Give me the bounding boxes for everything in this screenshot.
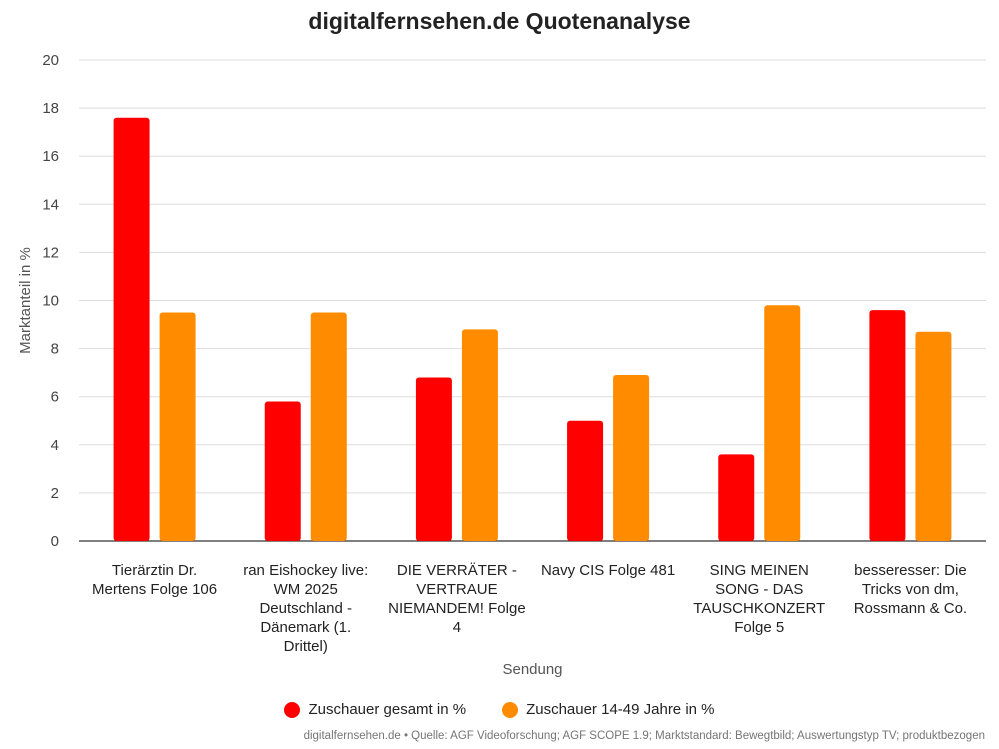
y-tick-label: 0	[51, 533, 59, 550]
x-tick-label: Navy CIS Folge 481	[541, 562, 675, 579]
x-tick-label: Tricks von dm,	[862, 581, 959, 598]
bar-14-49-5	[915, 331, 952, 541]
bar-gesamt-5	[869, 310, 906, 541]
legend-item-gesamt[interactable]: Zuschauer gesamt in %	[284, 701, 466, 718]
y-tick-label: 16	[42, 148, 59, 165]
bar-gesamt-1	[264, 401, 301, 541]
x-tick-label: Folge 5	[734, 619, 784, 636]
chart-title: digitalfernsehen.de Quotenanalyse	[308, 8, 691, 34]
bar-gesamt-2	[415, 377, 452, 541]
y-tick-label: 2	[51, 485, 59, 502]
y-tick-label: 4	[51, 437, 59, 454]
bar-14-49-0	[159, 312, 196, 541]
y-tick-label: 12	[42, 244, 59, 261]
bar-gesamt-4	[718, 454, 755, 541]
x-tick-label: Rossmann & Co.	[854, 600, 967, 617]
x-tick-label: 4	[453, 619, 461, 636]
x-tick-label: ran Eishockey live:	[243, 562, 368, 579]
y-tick-label: 10	[42, 293, 59, 310]
y-axis-label: Marktanteil in %	[17, 247, 34, 354]
source-note: digitalfernsehen.de • Quelle: AGF Videof…	[303, 730, 985, 742]
y-tick-label: 14	[42, 196, 59, 213]
bar-gesamt-0	[113, 117, 150, 541]
x-tick-label: besseresser: Die	[854, 562, 967, 579]
x-tick-label: NIEMANDEM! Folge	[388, 600, 526, 617]
legend-label-gesamt: Zuschauer gesamt in %	[308, 701, 467, 718]
x-tick-label: Dänemark (1.	[260, 619, 351, 636]
x-tick-label: TAUSCHKONZERT	[693, 600, 825, 617]
y-tick-label: 18	[42, 100, 59, 117]
x-tick-label: DIE VERRÄTER -	[397, 562, 517, 579]
legend-swatch-gesamt	[284, 701, 301, 718]
bar-14-49-1	[310, 312, 347, 541]
bar-gesamt-3	[567, 420, 604, 541]
y-tick-label: 6	[51, 389, 59, 406]
x-tick-label: Deutschland -	[259, 600, 352, 617]
legend: Zuschauer gesamt in % Zuschauer 14-49 Ja…	[0, 701, 999, 718]
legend-item-14-49[interactable]: Zuschauer 14-49 Jahre in %	[502, 701, 715, 718]
x-tick-label: VERTRAUE	[416, 581, 497, 598]
legend-label-14-49: Zuschauer 14-49 Jahre in %	[526, 701, 715, 718]
y-tick-label: 20	[42, 52, 59, 69]
x-tick-label: Tierärztin Dr.	[112, 562, 197, 579]
bar-14-49-3	[613, 375, 650, 541]
bar-14-49-4	[764, 305, 801, 541]
x-tick-label: SING MEINEN	[710, 562, 809, 579]
x-tick-label: WM 2025	[274, 581, 338, 598]
y-tick-label: 8	[51, 341, 59, 358]
x-tick-label: SONG - DAS	[715, 581, 803, 598]
legend-swatch-14-49	[502, 701, 519, 718]
x-tick-label: Drittel)	[284, 638, 328, 655]
bar-14-49-2	[461, 329, 498, 541]
x-axis-label: Sendung	[502, 661, 562, 678]
x-tick-label: Mertens Folge 106	[92, 581, 217, 598]
